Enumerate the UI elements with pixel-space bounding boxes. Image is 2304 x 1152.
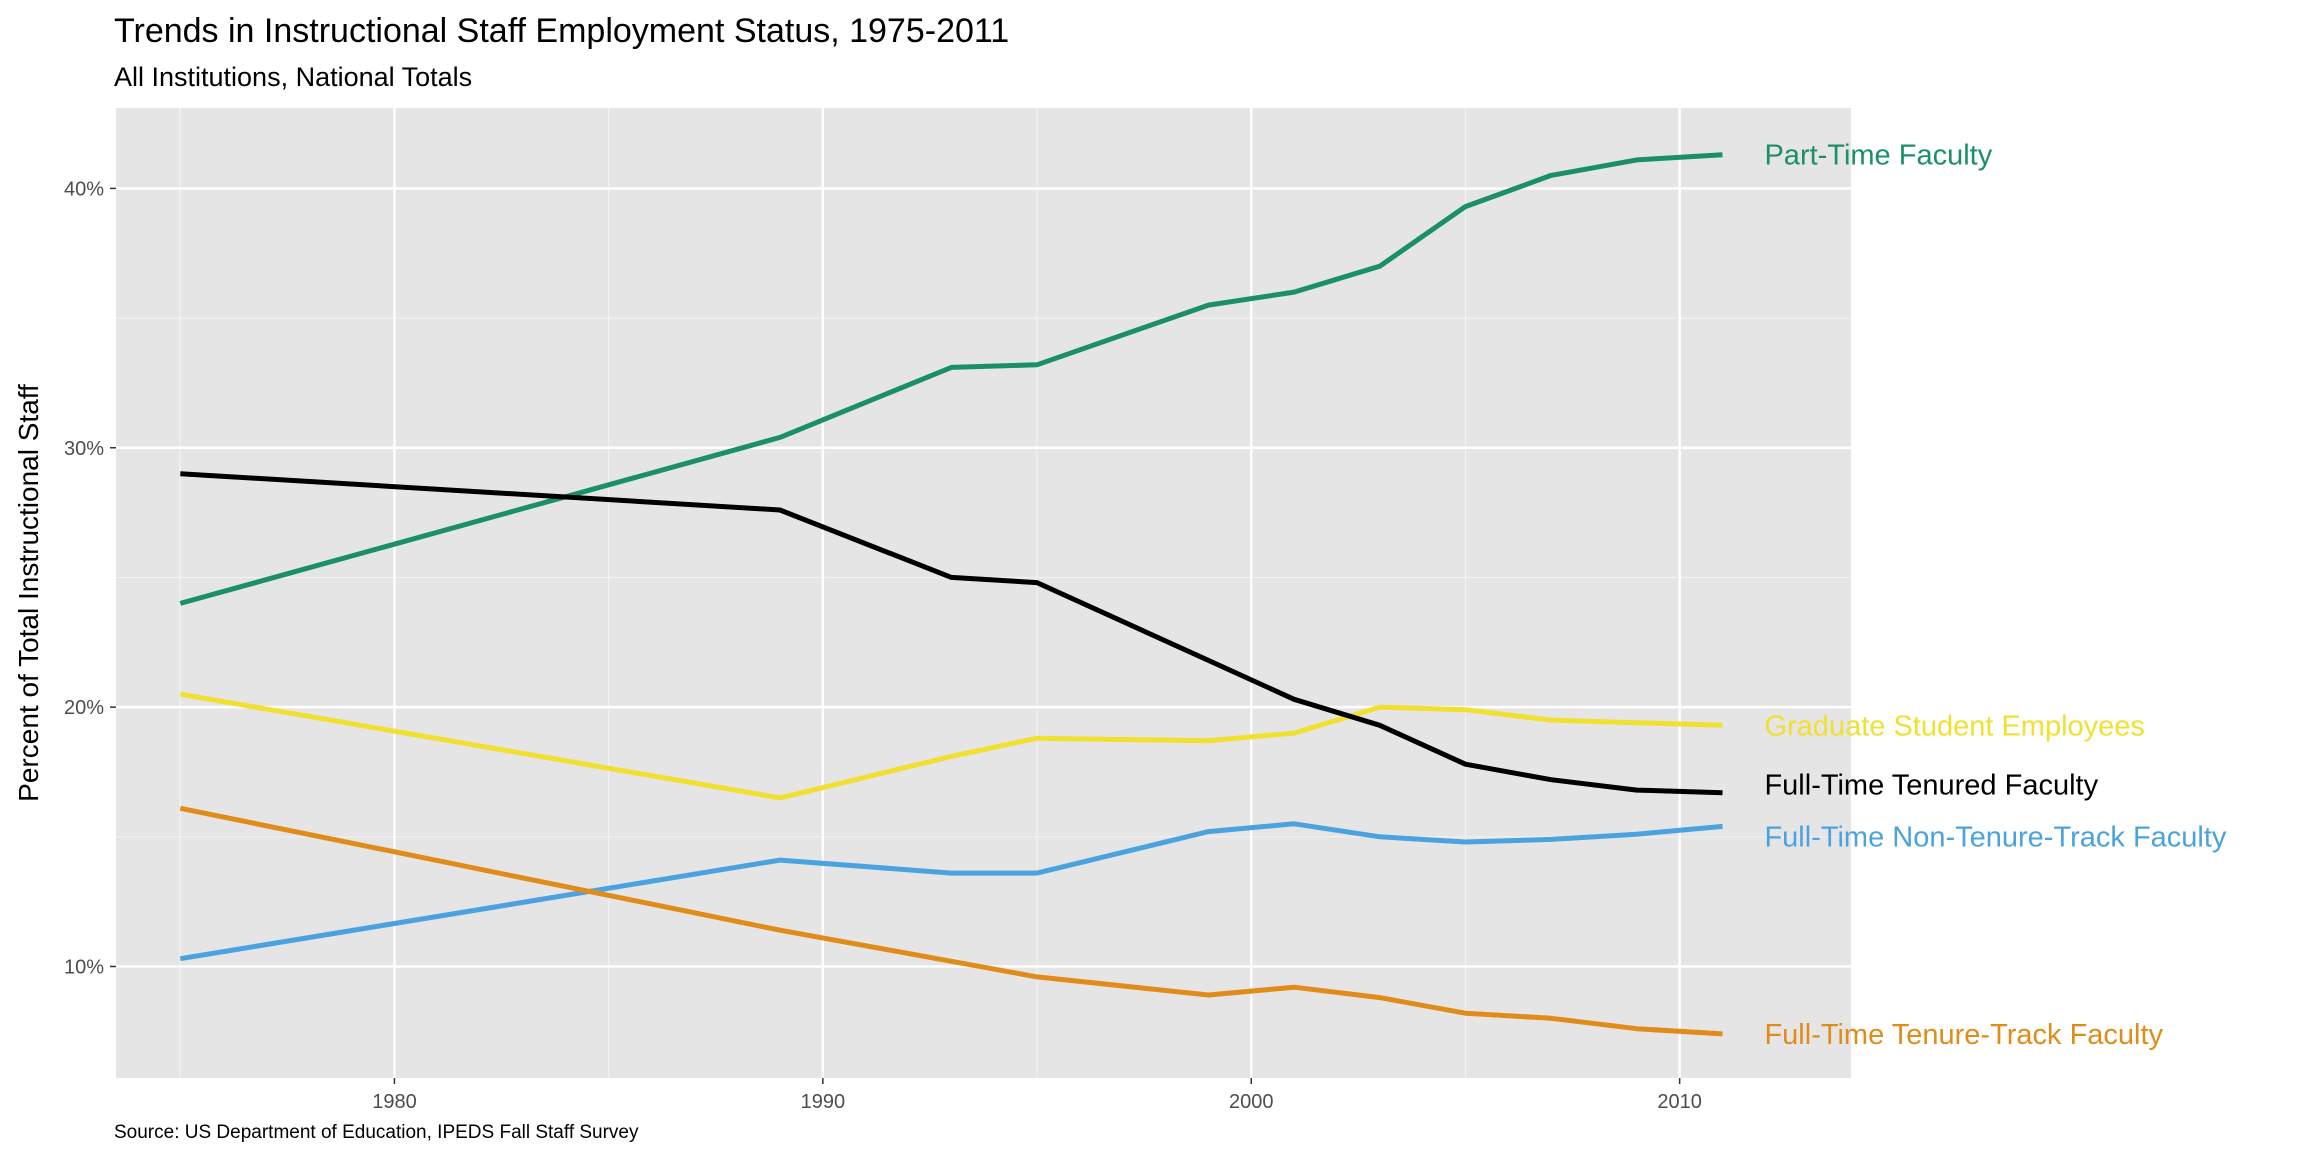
y-tick-label: 30%: [64, 438, 104, 460]
series-labels: Part-Time Faculty Graduate Student Employ…: [1764, 140, 2226, 1051]
series-label: Full-Time Non-Tenure-Track Faculty: [1764, 821, 2226, 853]
series-label: Part-Time Faculty: [1764, 140, 1992, 172]
y-tick-label: 20%: [64, 697, 104, 719]
x-tick-label: 1990: [801, 1091, 846, 1113]
chart-subtitle: All Institutions, National Totals: [114, 62, 473, 92]
x-tick-label: 2000: [1229, 1091, 1274, 1113]
x-tick-label: 2010: [1657, 1091, 1702, 1113]
y-tick-label: 10%: [64, 956, 104, 978]
series-line-full-time-tenured-faculty: [180, 471, 1723, 796]
y-tick-label: 40%: [64, 178, 104, 200]
chart-title: Trends in Instructional Staff Employment…: [114, 12, 1010, 50]
series-line-full-time-tenure-track-faculty: [179, 805, 1723, 1037]
series-line-graduate-student-employees: [179, 691, 1723, 801]
series-label: Full-Time Tenure-Track Faculty: [1764, 1019, 2163, 1051]
series-line-part-time-faculty: [179, 152, 1723, 606]
minor-gridlines: [116, 108, 1851, 1078]
series-lines: [179, 152, 1723, 1037]
x-axis: 1980 1990 2000 2010: [372, 1078, 1702, 1113]
x-tick-label: 1980: [372, 1091, 417, 1113]
series-label: Full-Time Tenured Faculty: [1764, 770, 2098, 802]
y-axis: 10% 20% 30% 40%: [64, 178, 116, 978]
y-axis-label: Percent of Total Instructional Staff: [13, 384, 44, 802]
plot-panel: [116, 108, 1851, 1078]
source-caption: Source: US Department of Education, IPED…: [114, 1122, 639, 1143]
series-line-full-time-non-tenure-track-faculty: [179, 821, 1723, 962]
series-label: Graduate Student Employees: [1764, 710, 2144, 742]
